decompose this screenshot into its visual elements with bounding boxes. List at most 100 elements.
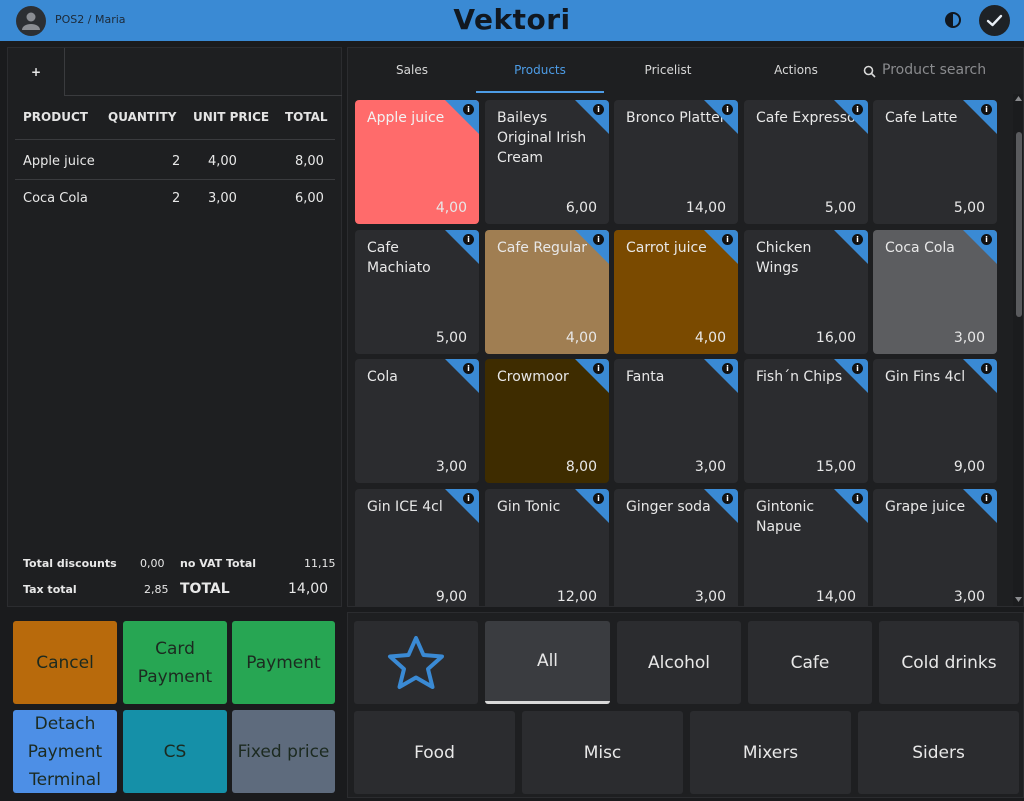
- product-name: Cafe Regular: [497, 240, 588, 256]
- confirm-check-button[interactable]: [979, 5, 1010, 36]
- info-icon[interactable]: i: [463, 234, 474, 245]
- info-corner[interactable]: [575, 489, 609, 523]
- column-header-total: TOTAL: [285, 110, 328, 124]
- info-icon[interactable]: i: [593, 104, 604, 115]
- info-icon[interactable]: i: [852, 104, 863, 115]
- info-corner[interactable]: [963, 100, 997, 134]
- product-tile[interactable]: Baileys Original Irish Cream 6,00 i: [485, 100, 609, 224]
- info-icon[interactable]: i: [722, 493, 733, 504]
- product-tile[interactable]: Cafe Machiato 5,00 i: [355, 230, 479, 354]
- product-tile[interactable]: Crowmoor 8,00 i: [485, 359, 609, 483]
- product-tile[interactable]: Gin Tonic 12,00 i: [485, 489, 609, 606]
- info-icon[interactable]: i: [463, 363, 474, 374]
- category-misc[interactable]: Misc: [522, 711, 683, 794]
- product-tile[interactable]: Cafe Latte 5,00 i: [873, 100, 997, 224]
- tab-pricelist[interactable]: Pricelist: [644, 63, 692, 77]
- product-tile[interactable]: Coca Cola 3,00 i: [873, 230, 997, 354]
- info-corner[interactable]: [963, 489, 997, 523]
- product-tile[interactable]: Bronco Platter 14,00 i: [614, 100, 738, 224]
- info-corner[interactable]: [704, 489, 738, 523]
- payment-button[interactable]: Payment: [232, 621, 335, 704]
- product-tile[interactable]: Carrot juice 4,00 i: [614, 230, 738, 354]
- info-icon[interactable]: i: [593, 493, 604, 504]
- info-icon[interactable]: i: [722, 234, 733, 245]
- info-corner[interactable]: [445, 230, 479, 264]
- user-avatar-icon[interactable]: [16, 6, 46, 36]
- info-corner[interactable]: [445, 100, 479, 134]
- product-tile[interactable]: Cafe Expresso 5,00 i: [744, 100, 868, 224]
- detach-payment-terminal-button[interactable]: Detach Payment Terminal: [13, 710, 117, 793]
- cancel-button[interactable]: Cancel: [13, 621, 117, 704]
- fixed-price-button[interactable]: Fixed price: [232, 710, 335, 793]
- info-corner[interactable]: [834, 100, 868, 134]
- category-all[interactable]: All: [485, 621, 610, 704]
- search-placeholder: Product search: [882, 62, 987, 78]
- info-icon[interactable]: i: [981, 363, 992, 374]
- category-siders[interactable]: Siders: [858, 711, 1019, 794]
- scroll-up-icon[interactable]: [1015, 96, 1022, 101]
- info-corner[interactable]: [575, 230, 609, 264]
- info-corner[interactable]: [834, 489, 868, 523]
- category-food[interactable]: Food: [354, 711, 515, 794]
- card-payment-button[interactable]: Card Payment: [123, 621, 227, 704]
- info-icon[interactable]: i: [981, 493, 992, 504]
- info-icon[interactable]: i: [722, 363, 733, 374]
- info-corner[interactable]: [963, 230, 997, 264]
- info-icon[interactable]: i: [463, 493, 474, 504]
- category-cafe[interactable]: Cafe: [748, 621, 872, 704]
- product-name: Bronco Platter: [626, 110, 726, 126]
- product-tile[interactable]: Cola 3,00 i: [355, 359, 479, 483]
- info-corner[interactable]: [704, 359, 738, 393]
- info-icon[interactable]: i: [981, 104, 992, 115]
- info-corner[interactable]: [445, 359, 479, 393]
- info-corner[interactable]: [704, 230, 738, 264]
- product-tile[interactable]: Gin Fins 4cl 9,00 i: [873, 359, 997, 483]
- product-tile[interactable]: Apple juice 4,00 i: [355, 100, 479, 224]
- divider: [65, 95, 342, 96]
- scrollbar-thumb[interactable]: [1016, 132, 1022, 317]
- product-tile[interactable]: Ginger soda 3,00 i: [614, 489, 738, 606]
- info-icon[interactable]: i: [593, 363, 604, 374]
- info-icon[interactable]: i: [852, 363, 863, 374]
- product-tile[interactable]: Chicken Wings 16,00 i: [744, 230, 868, 354]
- info-corner[interactable]: [834, 230, 868, 264]
- category-cold-drinks[interactable]: Cold drinks: [879, 621, 1019, 704]
- info-icon[interactable]: i: [852, 234, 863, 245]
- product-tile[interactable]: Gintonic Napue 14,00 i: [744, 489, 868, 606]
- info-corner[interactable]: [963, 359, 997, 393]
- product-name: Grape juice: [885, 499, 966, 515]
- category-alcohol[interactable]: Alcohol: [617, 621, 741, 704]
- product-tile[interactable]: Cafe Regular 4,00 i: [485, 230, 609, 354]
- product-name: Fanta: [626, 369, 665, 385]
- product-price: 4,00: [565, 330, 597, 346]
- new-order-tab[interactable]: +: [8, 48, 65, 96]
- info-icon[interactable]: i: [463, 104, 474, 115]
- category-mixers[interactable]: Mixers: [690, 711, 851, 794]
- product-price: 4,00: [694, 330, 726, 346]
- info-icon[interactable]: i: [722, 104, 733, 115]
- info-corner[interactable]: [575, 100, 609, 134]
- tab-actions[interactable]: Actions: [774, 63, 818, 77]
- tab-products[interactable]: Products: [476, 48, 604, 93]
- product-tile[interactable]: Fanta 3,00 i: [614, 359, 738, 483]
- info-icon[interactable]: i: [852, 493, 863, 504]
- info-corner[interactable]: [445, 489, 479, 523]
- info-icon[interactable]: i: [593, 234, 604, 245]
- scroll-down-icon[interactable]: [1015, 597, 1022, 602]
- product-tile[interactable]: Gin ICE 4cl 9,00 i: [355, 489, 479, 606]
- info-corner[interactable]: [834, 359, 868, 393]
- cs-button[interactable]: CS: [123, 710, 227, 793]
- scrollbar[interactable]: [1013, 94, 1023, 606]
- tax-total-label: Tax total: [23, 583, 77, 596]
- contrast-toggle-icon[interactable]: [943, 10, 963, 30]
- info-corner[interactable]: [575, 359, 609, 393]
- favorites-button[interactable]: [354, 621, 478, 704]
- product-tile[interactable]: Fish´n Chips 15,00 i: [744, 359, 868, 483]
- grand-total-label: TOTAL: [180, 581, 230, 597]
- info-icon[interactable]: i: [981, 234, 992, 245]
- tab-sales[interactable]: Sales: [396, 63, 428, 77]
- product-price: 5,00: [953, 200, 985, 216]
- product-tile[interactable]: Grape juice 3,00 i: [873, 489, 997, 606]
- info-corner[interactable]: [704, 100, 738, 134]
- product-price: 14,00: [815, 589, 856, 605]
